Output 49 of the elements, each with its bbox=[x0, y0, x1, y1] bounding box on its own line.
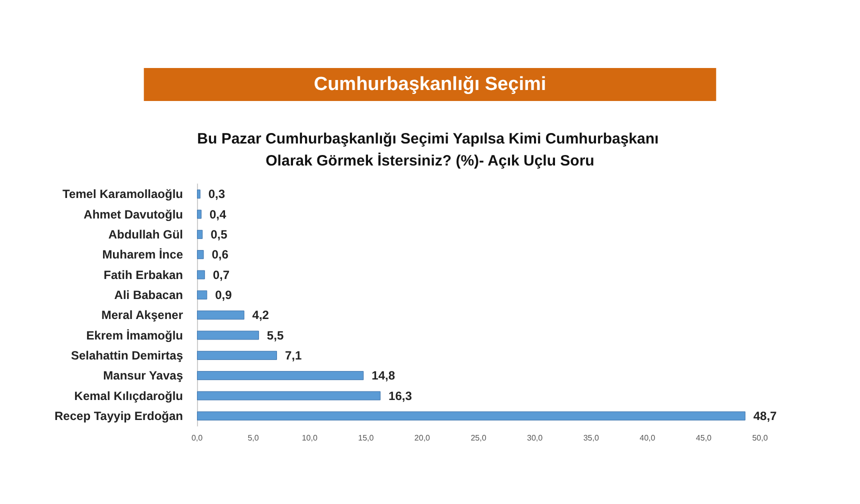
bar bbox=[197, 330, 259, 340]
data-label: 0,3 bbox=[208, 187, 226, 202]
x-tick-label: 5,0 bbox=[248, 434, 260, 442]
y-tick-label: Meral Akşener bbox=[101, 308, 184, 322]
y-tick-label: Abdullah Gül bbox=[108, 227, 183, 242]
x-tick-label: 15,0 bbox=[358, 434, 374, 442]
chart-title: Cumhurbaşkanlığı Seçimi bbox=[314, 74, 546, 95]
bar bbox=[197, 391, 381, 400]
chart-subtitle: Bu Pazar Cumhurbaşkanlığı Seçimi Yapılsa Kimi Cumhurbaşkanı Olarak Görmek İstersiniz? (%)- Açık Uçlu Soru bbox=[197, 130, 663, 170]
bar bbox=[197, 310, 244, 320]
data-label: 4,2 bbox=[252, 308, 270, 322]
bar bbox=[197, 371, 364, 380]
y-tick-label: Fatih Erbakan bbox=[104, 268, 183, 282]
y-tick-label: Recep Tayyip Erdoğan bbox=[54, 408, 183, 423]
bar bbox=[197, 290, 208, 300]
data-label: 0,9 bbox=[215, 288, 232, 302]
bar bbox=[197, 411, 746, 420]
data-label: 0,5 bbox=[210, 227, 228, 242]
x-tick-label: 50,0 bbox=[752, 434, 768, 442]
bar bbox=[197, 270, 205, 280]
y-tick-label: Kemal Kılıçdaroğlu bbox=[74, 388, 183, 403]
bar bbox=[197, 230, 203, 239]
y-tick-label: Ekrem İmamoğlu bbox=[86, 328, 183, 342]
x-tick-label: 10,0 bbox=[302, 434, 318, 442]
data-label: 5,5 bbox=[266, 328, 284, 342]
bar bbox=[197, 190, 200, 199]
x-tick-label: 40,0 bbox=[640, 434, 656, 442]
data-label: 0,6 bbox=[212, 248, 229, 262]
x-tick-label: 0,0 bbox=[191, 434, 204, 442]
x-tick-label: 20,0 bbox=[414, 434, 431, 442]
y-tick-label: Temel Karamollaoğlu bbox=[62, 187, 183, 202]
y-tick-label: Mansur Yavaş bbox=[103, 368, 184, 383]
bar bbox=[197, 250, 204, 260]
bar bbox=[197, 210, 202, 219]
bar bbox=[197, 350, 277, 360]
data-label: 14,8 bbox=[372, 368, 396, 383]
x-tick-label: 35,0 bbox=[583, 434, 600, 442]
data-label: 7,1 bbox=[284, 348, 302, 362]
y-tick-label: Ahmet Davutoğlu bbox=[84, 207, 183, 222]
data-label: 16,3 bbox=[388, 388, 412, 403]
y-tick-label: Ali Babacan bbox=[114, 288, 183, 302]
y-tick-label: Selahattin Demirtaş bbox=[70, 348, 184, 362]
data-label: 0,7 bbox=[212, 268, 230, 282]
data-label: 0,4 bbox=[210, 207, 227, 222]
x-tick-label: 25,0 bbox=[470, 434, 487, 442]
y-tick-label: Muharem İnce bbox=[102, 248, 184, 262]
x-tick-label: 30,0 bbox=[527, 434, 544, 442]
x-tick-label: 45,0 bbox=[696, 434, 712, 442]
data-label: 48,7 bbox=[753, 408, 778, 423]
